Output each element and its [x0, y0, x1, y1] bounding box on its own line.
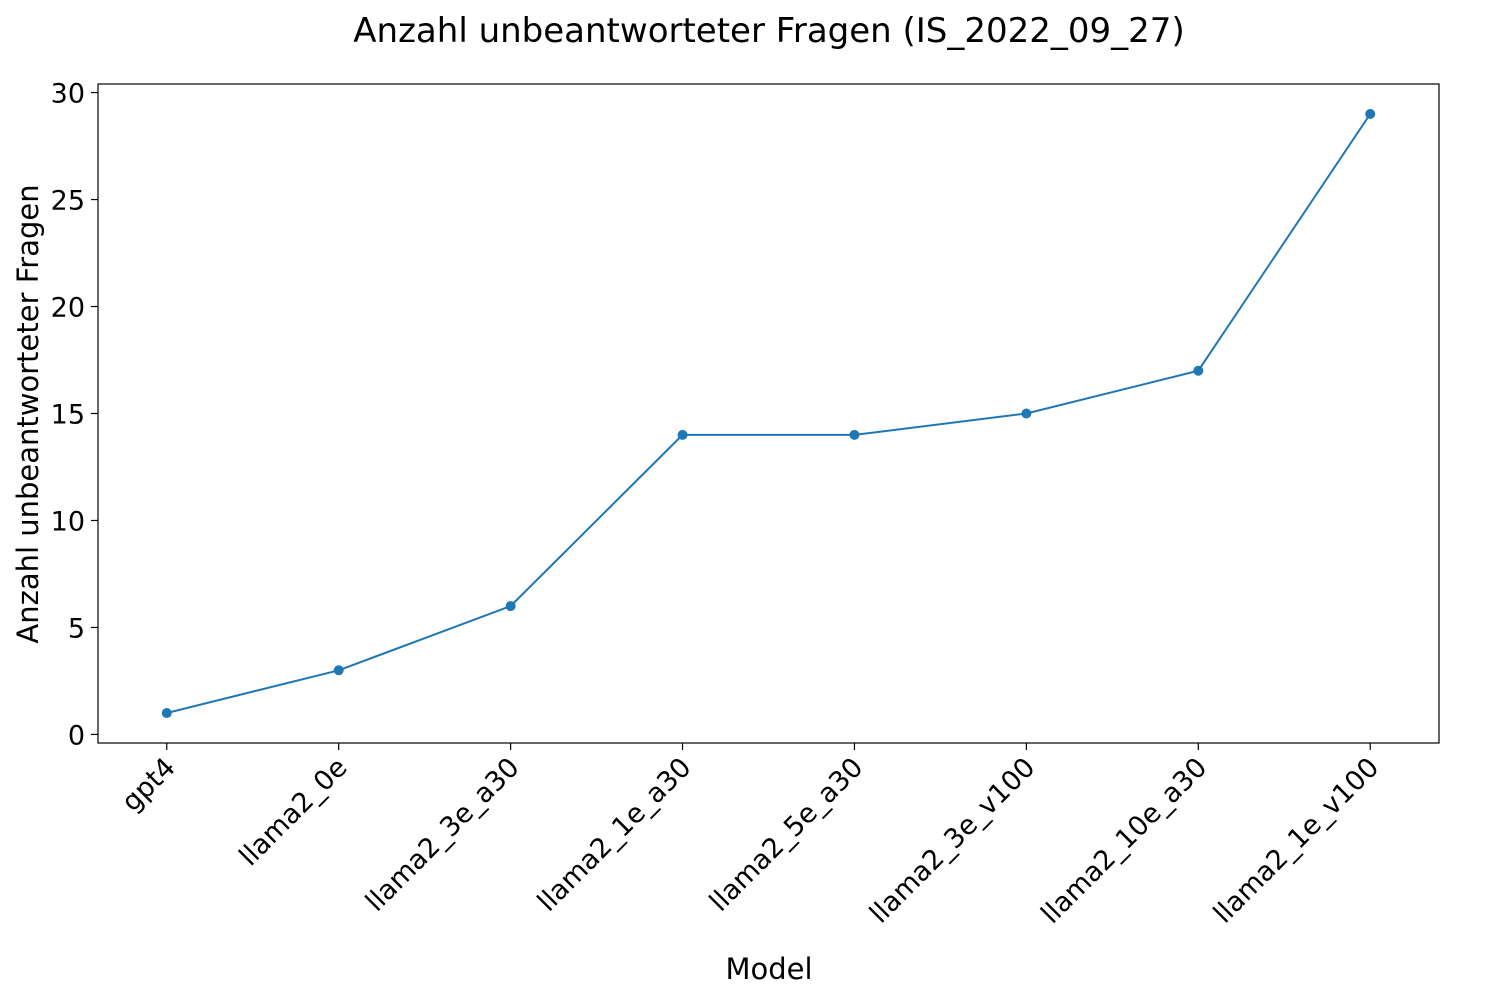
y-tick-label: 15 — [51, 400, 85, 431]
y-tick-label: 25 — [51, 186, 85, 217]
x-tick-label: llama2_10e_a30 — [1035, 752, 1213, 930]
data-point-llama2_0e — [333, 665, 344, 676]
data-point-llama2_1e_a30 — [677, 429, 688, 440]
data-point-gpt4 — [161, 708, 172, 719]
x-tick-label: llama2_3e_a30 — [360, 752, 526, 918]
x-tick-label: llama2_0e — [234, 752, 354, 872]
x-axis-label: Model — [725, 952, 812, 986]
y-tick-label: 5 — [68, 613, 85, 644]
x-tick-label: llama2_5e_a30 — [704, 752, 870, 918]
data-point-llama2_10e_a30 — [1193, 365, 1204, 376]
x-tick-label: llama2_3e_v100 — [864, 752, 1041, 929]
y-tick-label: 30 — [51, 79, 85, 110]
series-layer — [161, 108, 1376, 719]
series-line — [166, 113, 1372, 714]
y-tick-label: 10 — [51, 506, 85, 537]
data-point-llama2_3e_a30 — [505, 601, 516, 612]
chart-title: Anzahl unbeantworteter Fragen (IS_2022_0… — [353, 11, 1184, 51]
x-tick-label: llama2_1e_a30 — [532, 752, 698, 918]
y-axis-label: Anzahl unbeantworteter Fragen — [11, 184, 45, 643]
data-point-llama2_5e_a30 — [849, 429, 860, 440]
x-tick-label: llama2_1e_v100 — [1208, 752, 1385, 929]
x-tick-label: gpt4 — [116, 752, 182, 818]
y-tick-label: 20 — [51, 293, 85, 324]
x-axis-ticks: gpt4 llama2_0e llama2_3e_a30 llama2_1e_a30 l… — [116, 743, 1385, 930]
plot-area-frame — [97, 83, 1440, 744]
y-tick-label: 0 — [68, 720, 85, 751]
y-axis-ticks: 0 5 10 15 20 25 30 — [51, 79, 98, 751]
data-point-llama2_1e_v100 — [1365, 108, 1376, 119]
data-point-llama2_3e_v100 — [1021, 408, 1032, 419]
